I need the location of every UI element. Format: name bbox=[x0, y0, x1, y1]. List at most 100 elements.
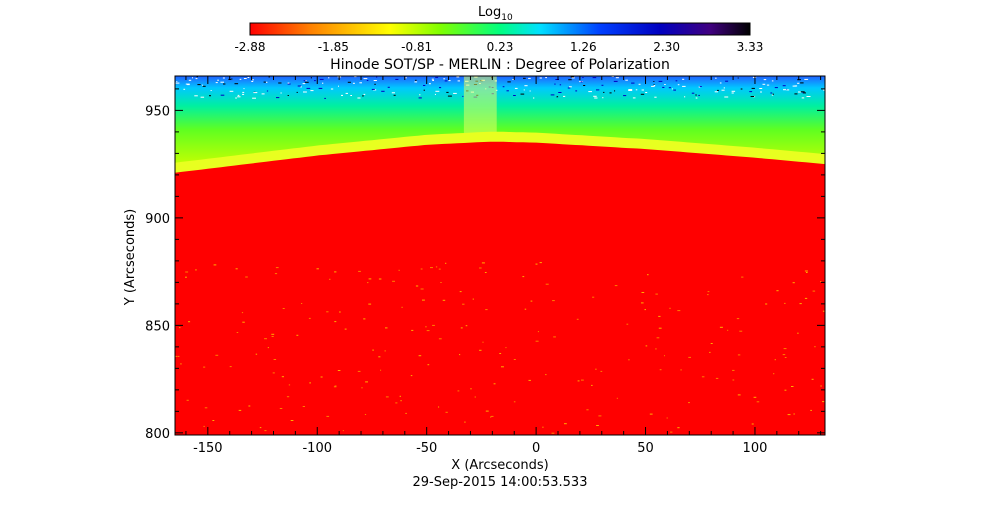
noise-pixel bbox=[350, 95, 352, 96]
speckle bbox=[273, 359, 277, 360]
noise-pixel bbox=[691, 92, 695, 94]
speckle bbox=[564, 423, 567, 425]
noise-pixel bbox=[558, 92, 562, 93]
speckle bbox=[334, 271, 337, 273]
noise-pixel bbox=[305, 80, 307, 82]
speckle bbox=[342, 430, 344, 432]
speckle bbox=[334, 321, 337, 323]
speckle bbox=[459, 354, 461, 356]
y-tick-label: 950 bbox=[145, 104, 170, 119]
noise-pixel bbox=[575, 90, 578, 92]
noise-pixel bbox=[457, 80, 460, 82]
speckle bbox=[530, 300, 533, 302]
noise-pixel bbox=[684, 96, 686, 98]
noise-pixel bbox=[347, 81, 351, 83]
noise-pixel bbox=[253, 92, 258, 94]
speckle bbox=[464, 421, 466, 423]
speckle bbox=[245, 276, 248, 278]
speckle bbox=[401, 306, 403, 308]
speckle bbox=[255, 353, 258, 355]
speckle bbox=[203, 366, 206, 368]
speckle bbox=[707, 294, 709, 296]
speckle bbox=[499, 353, 502, 354]
noise-pixel bbox=[603, 91, 605, 93]
noise-pixel bbox=[423, 89, 425, 91]
speckle bbox=[804, 270, 808, 272]
speckle bbox=[535, 263, 538, 265]
noise-pixel bbox=[783, 89, 787, 91]
noise-pixel bbox=[614, 90, 616, 92]
noise-pixel bbox=[192, 77, 193, 79]
noise-pixel bbox=[235, 97, 237, 99]
speckle bbox=[425, 326, 427, 328]
noise-pixel bbox=[596, 89, 600, 91]
noise-pixel bbox=[268, 76, 270, 78]
noise-pixel bbox=[759, 88, 763, 89]
y-tick-label: 850 bbox=[145, 319, 170, 334]
speckle bbox=[792, 282, 795, 284]
noise-pixel bbox=[391, 92, 395, 94]
noise-pixel bbox=[760, 91, 762, 93]
speckle bbox=[485, 410, 489, 412]
noise-pixel bbox=[653, 84, 655, 86]
noise-pixel bbox=[580, 81, 583, 83]
noise-pixel bbox=[723, 87, 725, 89]
speckle bbox=[773, 373, 775, 375]
noise-pixel bbox=[229, 90, 234, 92]
noise-pixel bbox=[749, 91, 753, 93]
speckle bbox=[736, 318, 740, 320]
noise-pixel bbox=[261, 93, 265, 95]
speckle bbox=[378, 278, 382, 280]
speckle bbox=[344, 328, 347, 330]
noise-pixel bbox=[502, 86, 505, 88]
noise-pixel bbox=[588, 91, 592, 93]
noise-pixel bbox=[771, 80, 774, 82]
noise-pixel bbox=[210, 90, 212, 91]
noise-pixel bbox=[507, 81, 511, 83]
noise-pixel bbox=[528, 77, 531, 79]
speckle bbox=[513, 359, 516, 360]
speckle bbox=[812, 290, 816, 292]
noise-pixel bbox=[731, 90, 736, 92]
speckle bbox=[822, 401, 825, 403]
noise-pixel bbox=[654, 96, 657, 98]
plot-frame bbox=[174, 75, 826, 436]
noise-pixel bbox=[200, 96, 205, 98]
speckle bbox=[281, 376, 284, 378]
colorbar-tick-label: -2.88 bbox=[234, 40, 265, 54]
speckle bbox=[474, 396, 476, 398]
noise-pixel bbox=[202, 84, 204, 86]
speckle bbox=[709, 351, 711, 353]
colorbar-gradient bbox=[249, 22, 751, 36]
noise-pixel bbox=[237, 96, 241, 98]
speckle bbox=[309, 382, 311, 384]
speckle bbox=[658, 315, 661, 317]
noise-pixel bbox=[371, 88, 375, 90]
noise-pixel bbox=[640, 93, 645, 95]
noise-pixel bbox=[415, 79, 417, 81]
speckle bbox=[804, 297, 808, 299]
speckle bbox=[791, 386, 794, 387]
speckle bbox=[524, 308, 527, 310]
speckle bbox=[810, 409, 812, 411]
speckle bbox=[553, 336, 556, 338]
speckle bbox=[626, 323, 629, 325]
noise-pixel bbox=[287, 83, 291, 85]
speckle bbox=[465, 325, 468, 327]
speckle bbox=[670, 431, 673, 433]
speckle bbox=[392, 280, 395, 282]
speckle bbox=[316, 268, 319, 270]
speckle bbox=[264, 338, 267, 340]
noise-pixel bbox=[695, 94, 697, 96]
noise-pixel bbox=[194, 95, 198, 97]
speckle bbox=[271, 336, 274, 337]
speckle bbox=[783, 348, 787, 350]
speckle bbox=[410, 375, 413, 377]
noise-pixel bbox=[319, 78, 324, 80]
speckle bbox=[368, 303, 372, 305]
noise-pixel bbox=[197, 84, 201, 86]
noise-pixel bbox=[563, 95, 566, 97]
speckle bbox=[820, 281, 822, 282]
speckle bbox=[372, 349, 374, 351]
noise-pixel bbox=[559, 84, 562, 86]
